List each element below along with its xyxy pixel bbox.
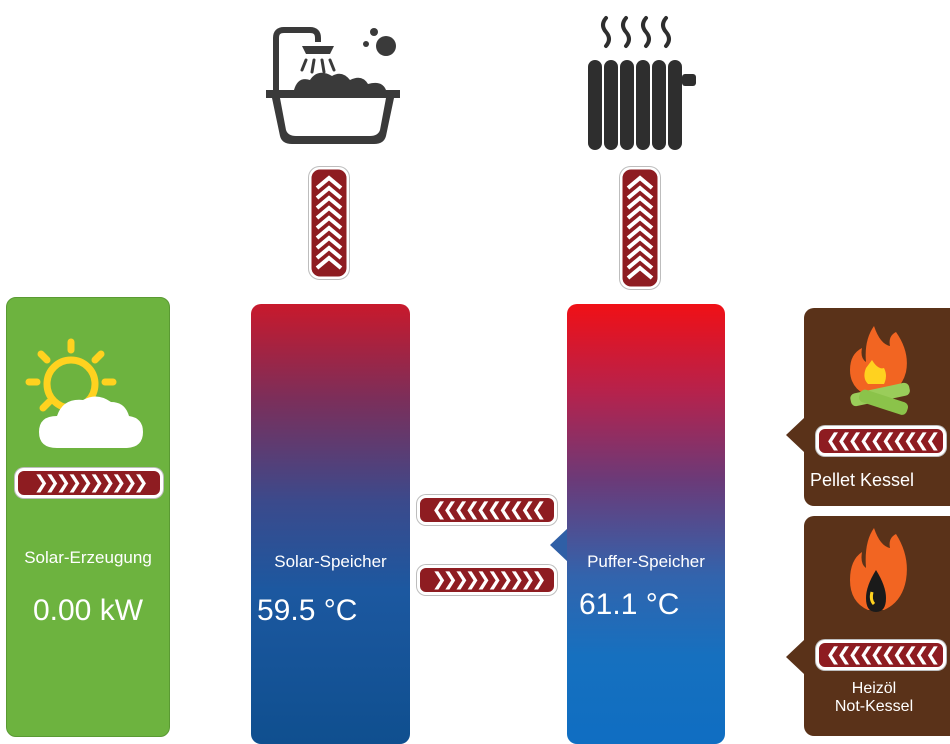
- pellet-boiler-panel: ❮❮❮❮❮❮❮❮❮❮ Pellet Kessel: [804, 308, 950, 506]
- buffer-storage-upflow-arrows: [619, 166, 661, 290]
- solar-storage-temperature: 59.5 °C: [257, 594, 358, 627]
- buffer-storage-pointer: [550, 528, 568, 562]
- sun-cloud-icon: [25, 338, 143, 448]
- oil-boiler-panel: ❮❮❮❮❮❮❮❮❮❮ Heizöl Not-Kessel: [804, 516, 950, 736]
- pellet-boiler-pointer: [786, 418, 804, 452]
- solar-storage-tank: Solar-Speicher 59.5 °C: [251, 304, 410, 744]
- solar-label: Solar-Erzeugung: [24, 548, 152, 567]
- solar-value: 0.00 kW: [32, 594, 144, 627]
- buffer-storage-temperature: 61.1 °C: [579, 588, 680, 621]
- solar-flow-arrows: ❯❯❯❯❯❯❯❯❯❯: [15, 468, 163, 498]
- oil-flow-arrows: ❮❮❮❮❮❮❮❮❮❮: [816, 640, 946, 670]
- solar-panel: ❯❯❯❯❯❯❯❯❯❯ Solar-Erzeugung 0.00 kW: [6, 297, 170, 737]
- oil-boiler-label-line2: Not-Kessel: [834, 698, 914, 715]
- oil-boiler-label-line1: Heizöl: [851, 680, 897, 697]
- bathtub-shower-icon: [266, 27, 400, 144]
- transfer-arrows-right: ❯❯❯❯❯❯❯❯❯❯: [417, 565, 557, 595]
- fire-oil-drop-icon: [850, 528, 907, 612]
- solar-storage-upflow-arrows: [308, 166, 350, 280]
- pellet-flow-arrows: ❮❮❮❮❮❮❮❮❮❮: [816, 426, 946, 456]
- fire-wood-icon: [850, 326, 910, 415]
- oil-boiler-pointer: [786, 640, 804, 674]
- solar-storage-label: Solar-Speicher: [274, 552, 387, 571]
- buffer-storage-label: Puffer-Speicher: [587, 552, 705, 571]
- pellet-boiler-label: Pellet Kessel: [810, 470, 915, 490]
- transfer-arrows-left: ❮❮❮❮❮❮❮❮❮❮: [417, 495, 557, 525]
- radiator-icon: [588, 16, 696, 150]
- buffer-storage-tank: Puffer-Speicher 61.1 °C: [567, 304, 725, 744]
